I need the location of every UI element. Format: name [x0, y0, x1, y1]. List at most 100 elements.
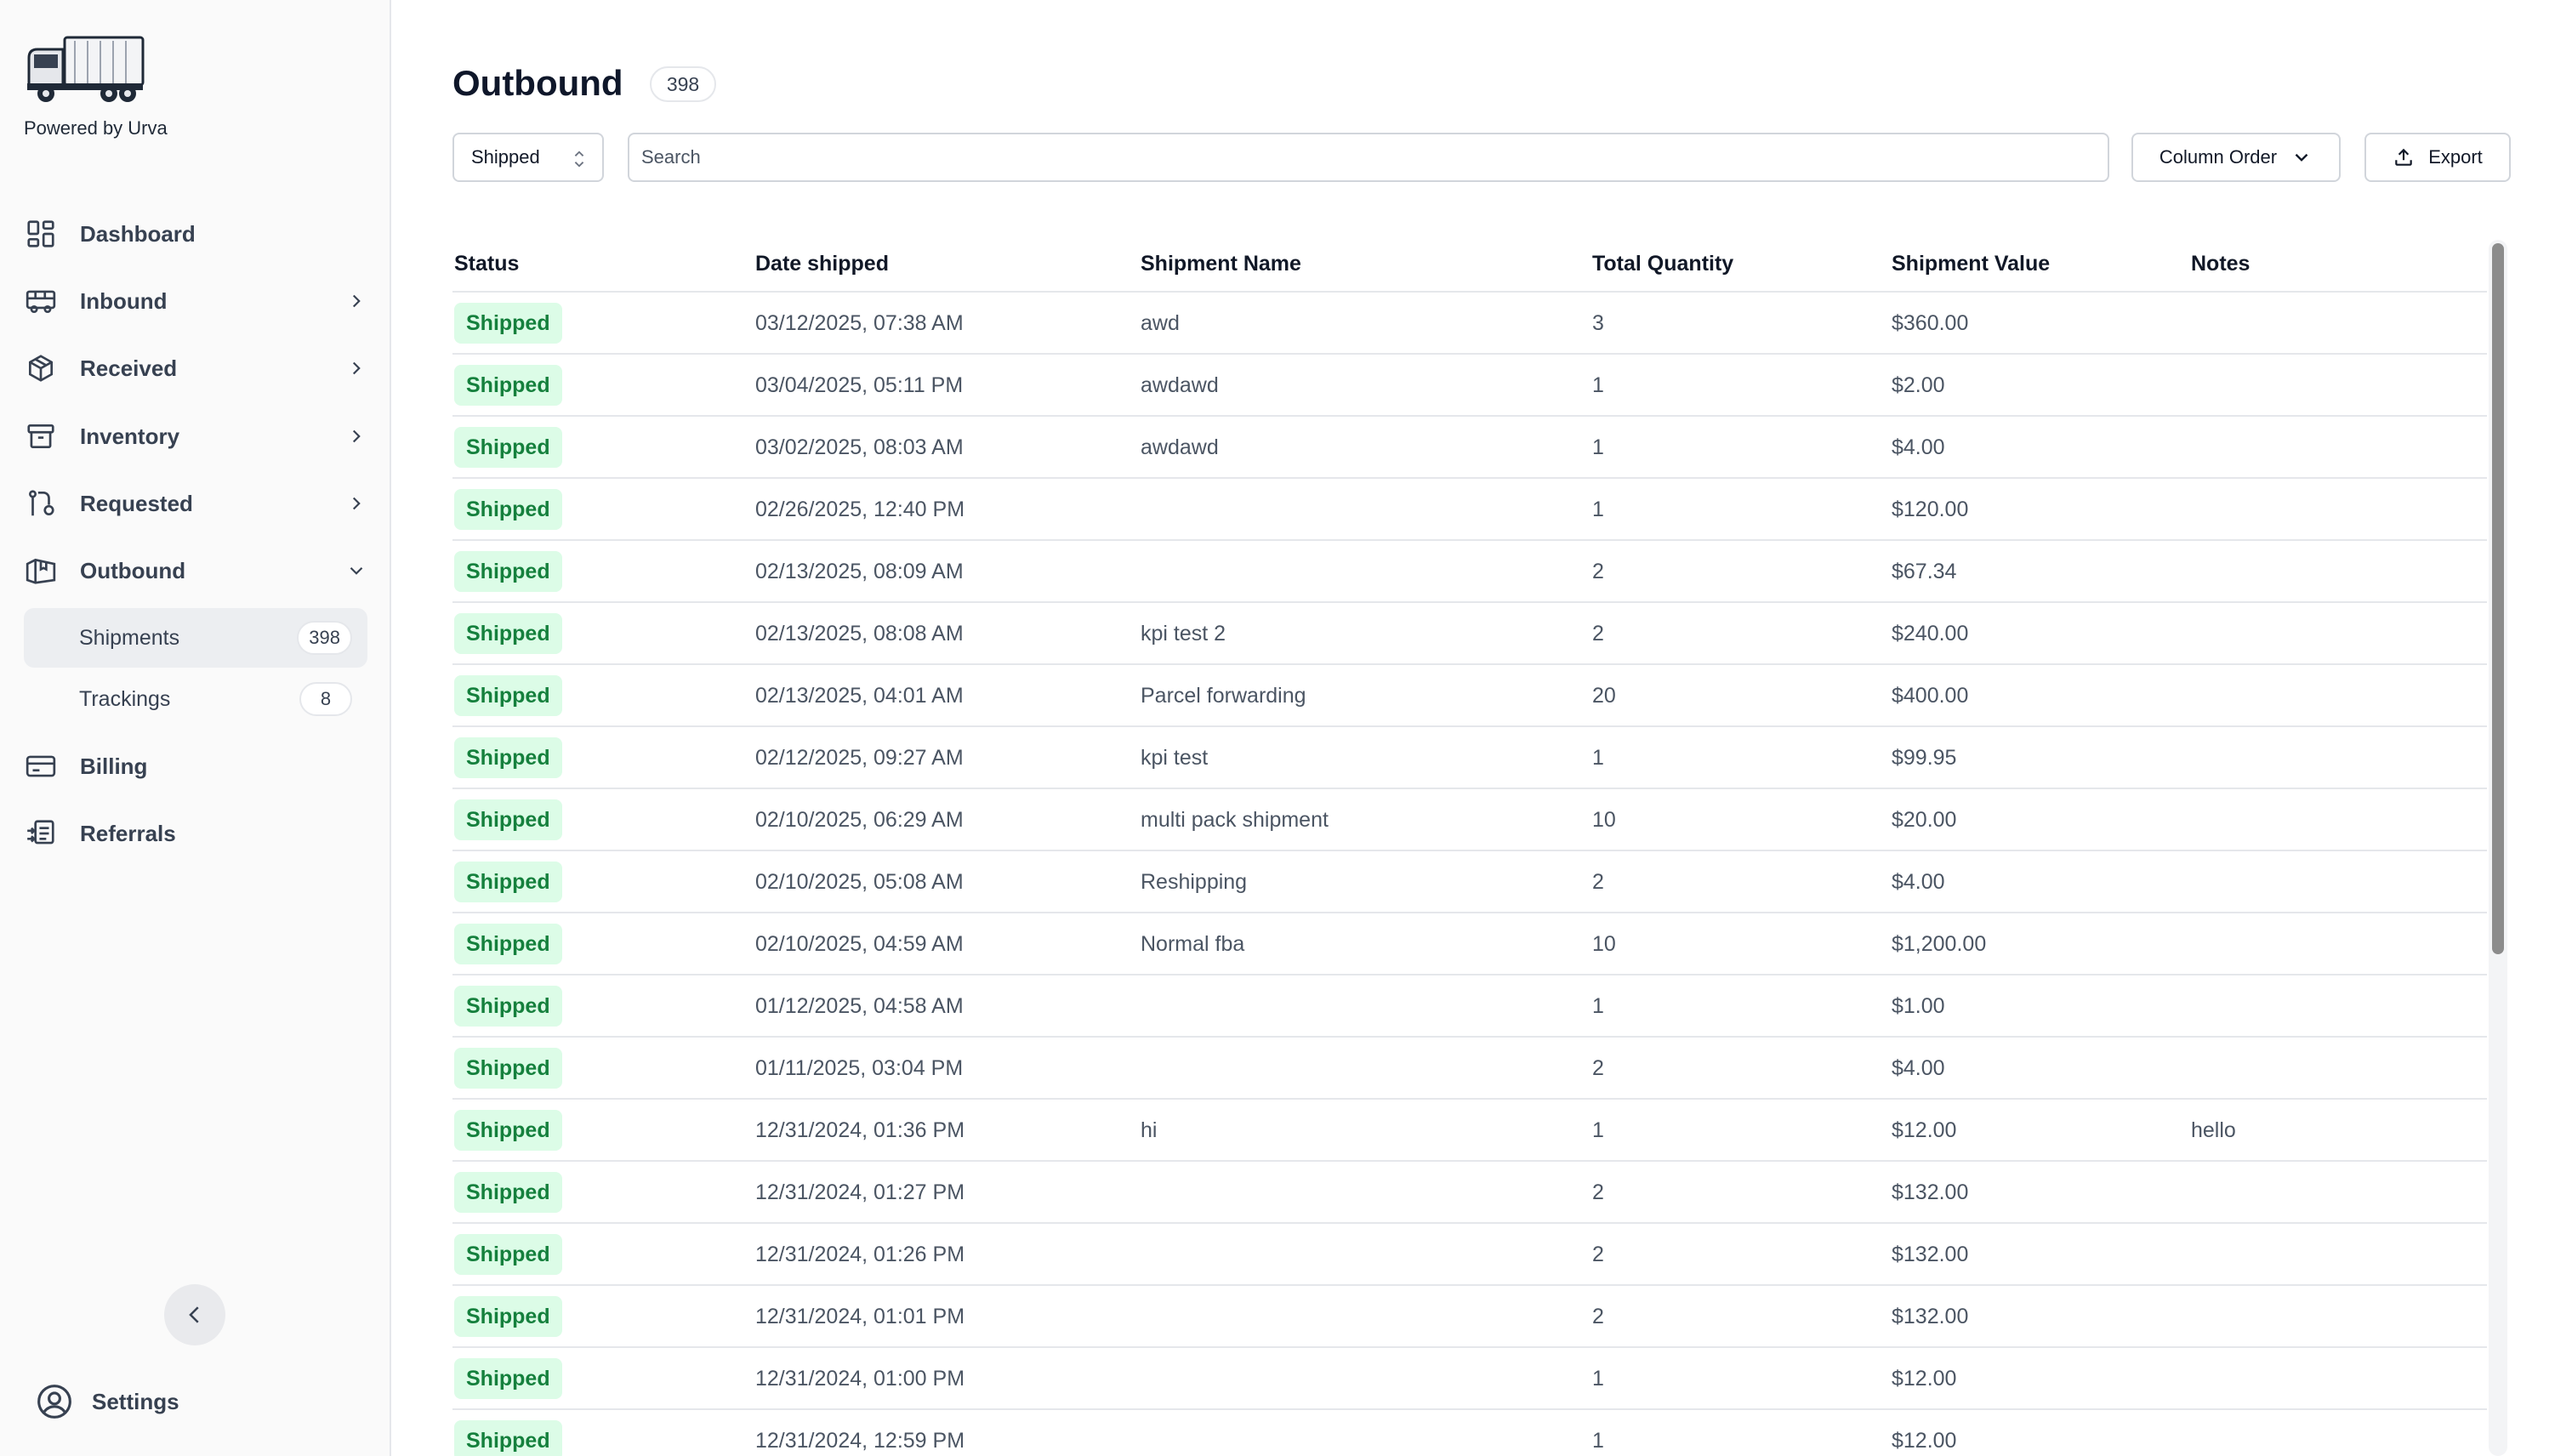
- column-header-date-shipped[interactable]: Date shipped: [755, 252, 889, 276]
- status-badge: Shipped: [454, 613, 562, 654]
- sidebar-item-inventory[interactable]: Inventory: [24, 410, 367, 463]
- table-header: Status Date shipped Shipment Name Total …: [452, 240, 2487, 293]
- cell-date-shipped: 12/31/2024, 01:36 PM: [755, 1118, 965, 1142]
- table-row[interactable]: Shipped 12/31/2024, 01:36 PM hi 1 $12.00 hell…: [452, 1100, 2487, 1162]
- trackings-count-badge: 8: [299, 682, 352, 716]
- cell-shipment-value: $4.00: [1892, 1056, 1945, 1080]
- search-input[interactable]: [628, 133, 2109, 182]
- sidebar: Powered by Urva Dashboard Inbound Receiv…: [0, 0, 391, 1456]
- dashboard-icon: [24, 217, 58, 251]
- column-header-shipment-value[interactable]: Shipment Value: [1892, 252, 2051, 276]
- title-count-badge: 398: [650, 66, 716, 102]
- table-row[interactable]: Shipped 03/12/2025, 07:38 AM awd 3 $360.00: [452, 293, 2487, 355]
- status-badge: Shipped: [454, 675, 562, 716]
- sidebar-item-trackings[interactable]: Trackings 8: [24, 669, 367, 729]
- cell-shipment-name: Reshipping: [1141, 870, 1248, 894]
- chevron-down-icon: [2295, 153, 2308, 162]
- cell-date-shipped: 01/11/2025, 03:04 PM: [755, 1056, 964, 1080]
- sidebar-item-label: Inbound: [80, 287, 168, 314]
- table-row[interactable]: Shipped 12/31/2024, 01:26 PM 2 $132.00: [452, 1224, 2487, 1286]
- status-badge: Shipped: [454, 737, 562, 778]
- cell-date-shipped: 12/31/2024, 12:59 PM: [755, 1429, 965, 1453]
- chevron-right-icon: [345, 425, 367, 447]
- export-button[interactable]: Export: [2364, 133, 2511, 182]
- cell-total-quantity: 1: [1592, 994, 1604, 1018]
- column-header-notes[interactable]: Notes: [2191, 252, 2250, 276]
- table-scrollbar-thumb[interactable]: [2492, 243, 2504, 954]
- sidebar-item-label: Dashboard: [80, 220, 196, 247]
- sidebar-item-referrals[interactable]: Referrals: [24, 807, 367, 860]
- box-open-icon: [24, 554, 58, 588]
- cell-date-shipped: 12/31/2024, 01:00 PM: [755, 1367, 965, 1391]
- cell-shipment-name: Parcel forwarding: [1141, 684, 1306, 708]
- cell-shipment-value: $12.00: [1892, 1118, 1957, 1142]
- cell-shipment-name: hi: [1141, 1118, 1158, 1142]
- cell-shipment-name: kpi test: [1141, 746, 1209, 770]
- table-row[interactable]: Shipped 12/31/2024, 01:01 PM 2 $132.00: [452, 1286, 2487, 1348]
- cell-total-quantity: 1: [1592, 746, 1604, 770]
- cell-shipment-value: $360.00: [1892, 311, 1969, 335]
- table-row[interactable]: Shipped 12/31/2024, 01:00 PM 1 $12.00: [452, 1348, 2487, 1410]
- table-row[interactable]: Shipped 02/12/2025, 09:27 AM kpi test 1 $99.…: [452, 727, 2487, 789]
- cell-total-quantity: 2: [1592, 870, 1604, 894]
- settings-label: Settings: [92, 1388, 179, 1414]
- chevron-left-icon: [189, 1306, 199, 1323]
- sidebar-item-requested[interactable]: Requested: [24, 477, 367, 530]
- table-row[interactable]: Shipped 12/31/2024, 01:27 PM 2 $132.00: [452, 1162, 2487, 1224]
- table-row[interactable]: Shipped 02/10/2025, 05:08 AM Reshipping 2 $4…: [452, 851, 2487, 913]
- sidebar-item-shipments[interactable]: Shipments 398: [24, 608, 367, 668]
- sidebar-item-label: Received: [80, 355, 178, 381]
- cell-date-shipped: 12/31/2024, 01:01 PM: [755, 1305, 965, 1328]
- table-row[interactable]: Shipped 03/04/2025, 05:11 PM awdawd 1 $2.00: [452, 355, 2487, 417]
- status-badge: Shipped: [454, 489, 562, 530]
- upload-icon: [2395, 148, 2412, 166]
- table-row[interactable]: Shipped 02/10/2025, 06:29 AM multi pack sh…: [452, 789, 2487, 851]
- sidebar-item-settings[interactable]: Settings: [36, 1378, 179, 1425]
- cell-date-shipped: 03/12/2025, 07:38 AM: [755, 311, 964, 335]
- sidebar-item-inbound[interactable]: Inbound: [24, 275, 367, 327]
- column-header-status[interactable]: Status: [454, 252, 520, 276]
- cell-shipment-value: $12.00: [1892, 1429, 1957, 1453]
- cell-date-shipped: 03/04/2025, 05:11 PM: [755, 373, 964, 397]
- cell-total-quantity: 2: [1592, 1243, 1604, 1266]
- column-order-button[interactable]: Column Order: [2131, 133, 2341, 182]
- status-badge: Shipped: [454, 924, 562, 964]
- table-row[interactable]: Shipped 12/31/2024, 12:59 PM 1 $12.00: [452, 1410, 2487, 1456]
- status-badge: Shipped: [454, 365, 562, 406]
- table-row[interactable]: Shipped 02/13/2025, 08:09 AM 2 $67.34: [452, 541, 2487, 603]
- collapse-sidebar-button[interactable]: [164, 1284, 225, 1345]
- package-icon: [24, 351, 58, 385]
- sidebar-item-dashboard[interactable]: Dashboard: [24, 208, 367, 260]
- cell-total-quantity: 2: [1592, 560, 1604, 583]
- cell-shipment-value: $99.95: [1892, 746, 1957, 770]
- table-row[interactable]: Shipped 01/12/2025, 04:58 AM 1 $1.00: [452, 975, 2487, 1038]
- status-badge: Shipped: [454, 303, 562, 344]
- cell-date-shipped: 12/31/2024, 01:26 PM: [755, 1243, 965, 1266]
- sidebar-item-received[interactable]: Received: [24, 342, 367, 395]
- status-filter-select[interactable]: Shipped: [452, 133, 604, 182]
- cell-total-quantity: 1: [1592, 1367, 1604, 1391]
- table-row[interactable]: Shipped 02/13/2025, 04:01 AM Parcel forwar…: [452, 665, 2487, 727]
- sidebar-item-outbound[interactable]: Outbound: [24, 544, 367, 597]
- cell-date-shipped: 02/10/2025, 05:08 AM: [755, 870, 964, 894]
- table-row[interactable]: Shipped 03/02/2025, 08:03 AM awdawd 1 $4.00: [452, 417, 2487, 479]
- table-row[interactable]: Shipped 02/10/2025, 04:59 AM Normal fba 10 $…: [452, 913, 2487, 975]
- cell-shipment-value: $120.00: [1892, 498, 1969, 521]
- status-badge: Shipped: [454, 1358, 562, 1399]
- cell-notes: hello: [2191, 1118, 2236, 1142]
- table-row[interactable]: Shipped 01/11/2025, 03:04 PM 2 $4.00: [452, 1038, 2487, 1100]
- table-row[interactable]: Shipped 02/13/2025, 08:08 AM kpi test 2 2 $2…: [452, 603, 2487, 665]
- status-badge: Shipped: [454, 1420, 562, 1456]
- cell-date-shipped: 02/13/2025, 04:01 AM: [755, 684, 964, 708]
- cell-date-shipped: 02/10/2025, 04:59 AM: [755, 932, 964, 956]
- cell-shipment-name: awdawd: [1141, 373, 1219, 397]
- table-row[interactable]: Shipped 02/26/2025, 12:40 PM 1 $120.00: [452, 479, 2487, 541]
- column-header-total-quantity[interactable]: Total Quantity: [1592, 252, 1734, 276]
- table-body: Shipped 03/12/2025, 07:38 AM awd 3 $360.00 Sh…: [452, 293, 2487, 1456]
- cell-shipment-value: $132.00: [1892, 1180, 1969, 1204]
- cell-date-shipped: 02/13/2025, 08:09 AM: [755, 560, 964, 583]
- cell-date-shipped: 02/10/2025, 06:29 AM: [755, 808, 964, 832]
- sidebar-item-billing[interactable]: Billing: [24, 740, 367, 793]
- status-badge: Shipped: [454, 986, 562, 1027]
- column-header-shipment-name[interactable]: Shipment Name: [1141, 252, 1301, 276]
